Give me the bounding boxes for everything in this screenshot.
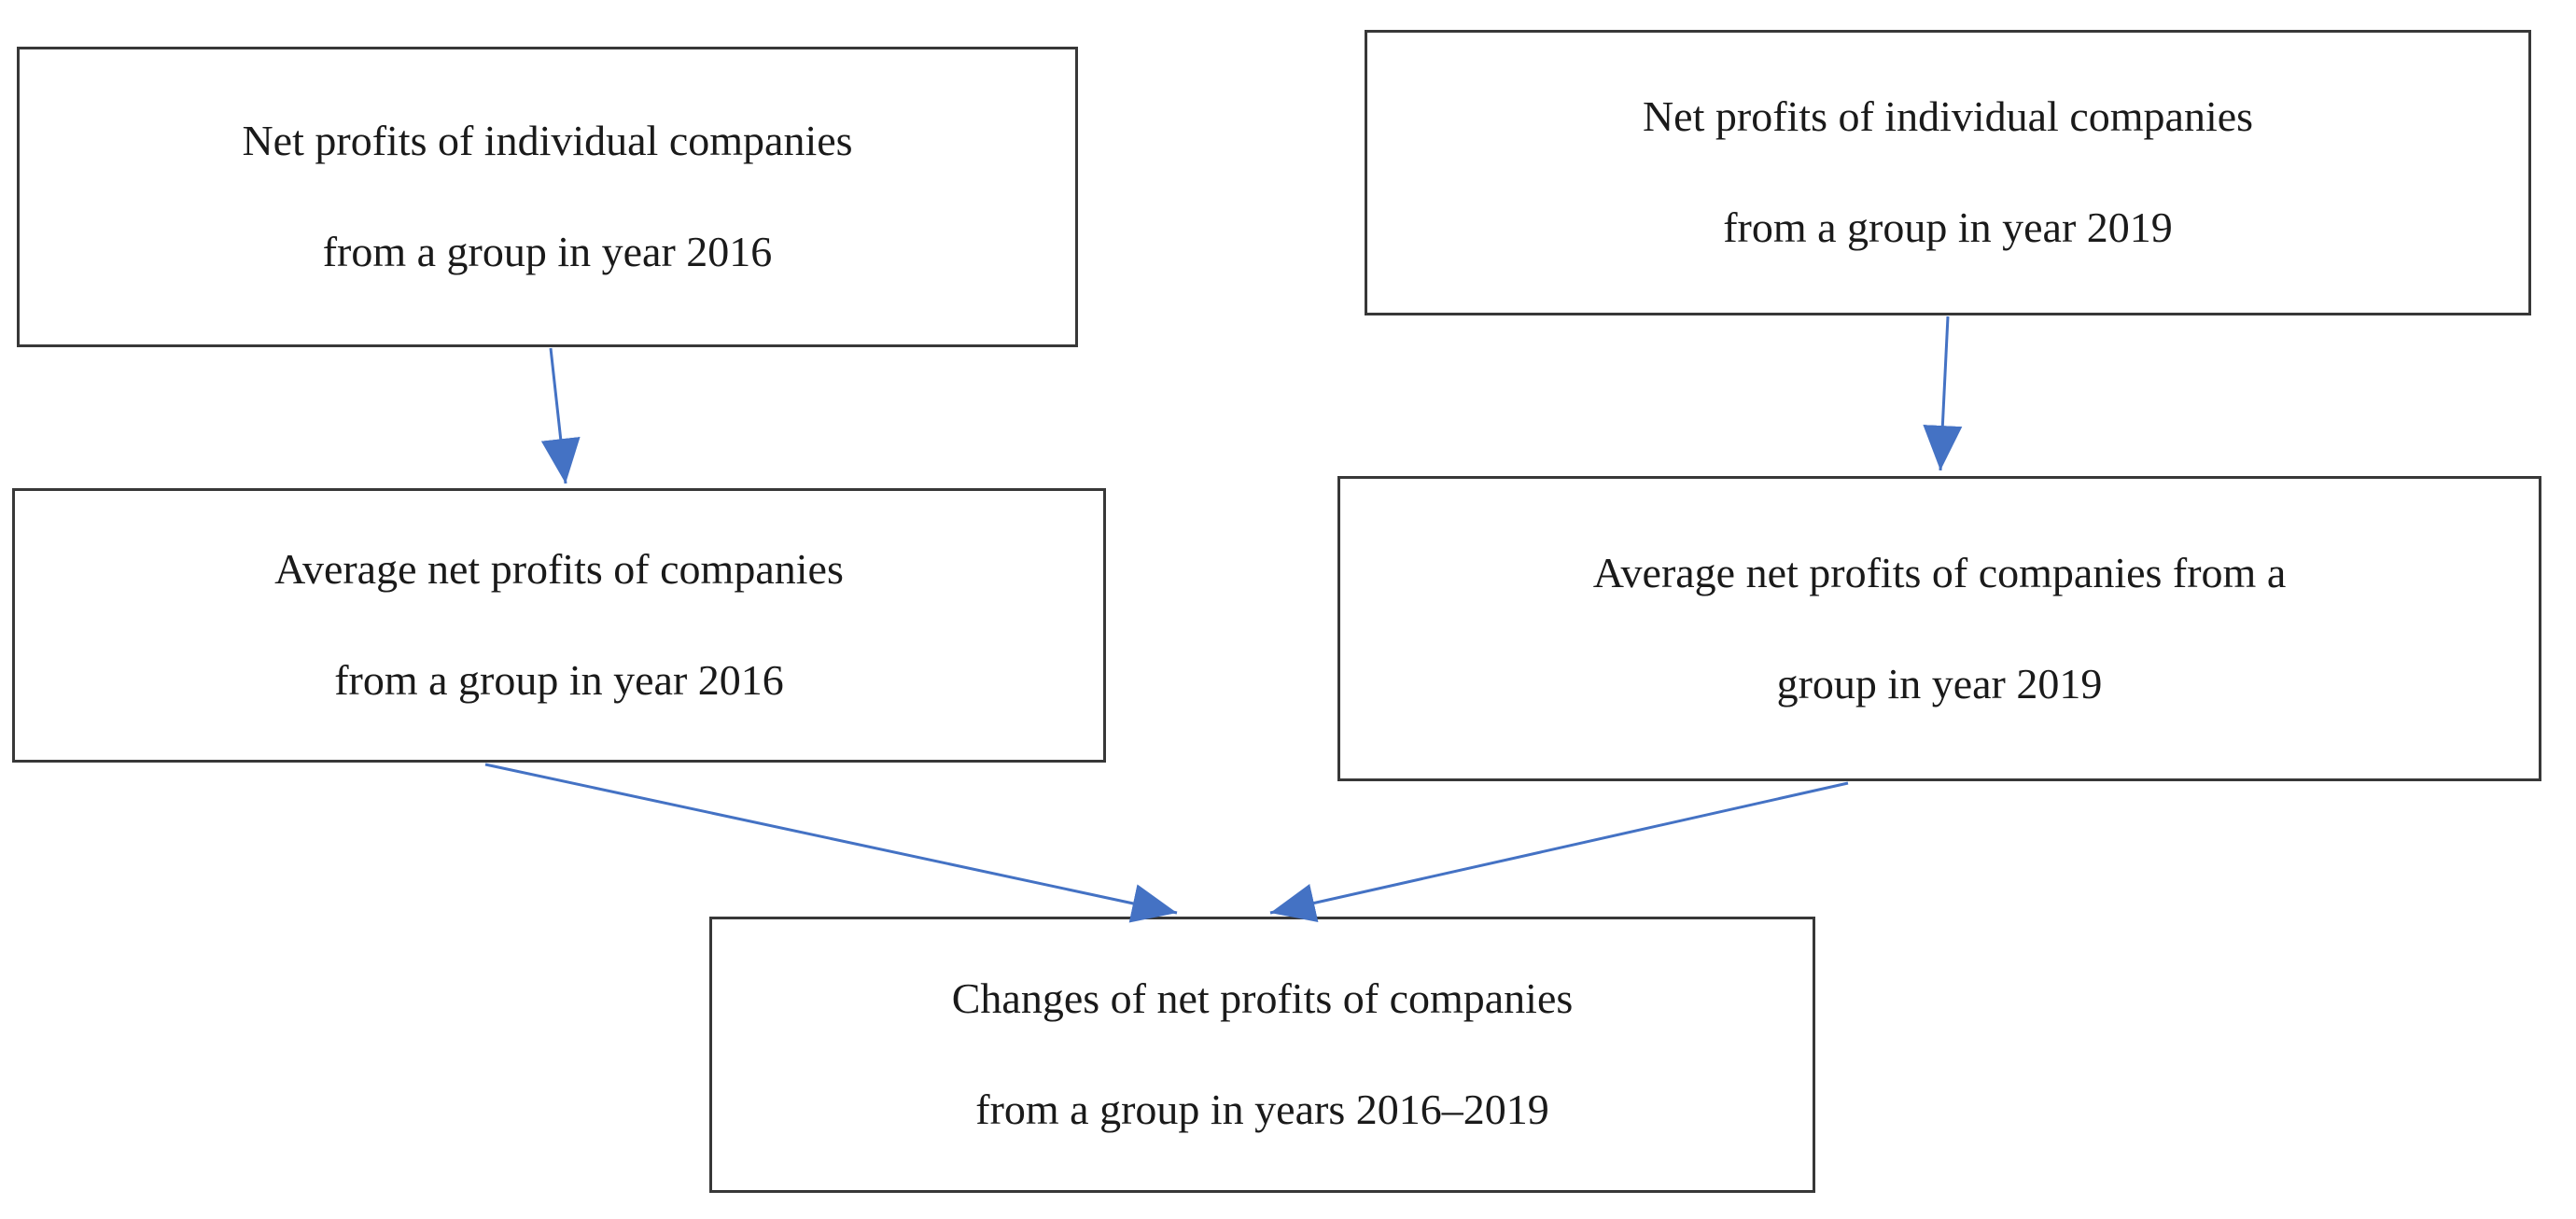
node-net-profits-2016: Net profits of individual companies from… <box>17 47 1078 347</box>
node-average-net-profits-2019: Average net profits of companies from a … <box>1337 476 2541 781</box>
node-average-net-profits-2016: Average net profits of companies from a … <box>12 488 1106 763</box>
arrow-topleft-to-midleft <box>540 347 581 484</box>
arrow-midleft-to-bottom <box>484 763 1178 923</box>
node-text-line: Net profits of individual companies <box>242 117 853 165</box>
node-net-profits-2019: Net profits of individual companies from… <box>1365 30 2531 315</box>
node-text-line: group in year 2019 <box>1776 659 2103 708</box>
arrow-topright-to-midright <box>1923 315 1963 471</box>
node-text-line: from a group in year 2016 <box>334 656 784 704</box>
node-text-line: from a group in year 2019 <box>1723 203 2173 251</box>
node-text-line: from a group in year 2016 <box>322 228 773 275</box>
node-text-line: from a group in years 2016–2019 <box>975 1086 1549 1133</box>
node-text-line: Average net profits of companies from a <box>1592 548 2287 596</box>
arrow-midright-to-bottom <box>1269 781 1849 922</box>
node-text-line: Changes of net profits of companies <box>951 974 1574 1023</box>
node-text-line: Net profits of individual companies <box>1642 92 2254 141</box>
node-text-line: Average net profits of companies <box>274 545 844 594</box>
node-changes-net-profits-2016-2019: Changes of net profits of companies from… <box>709 917 1815 1193</box>
